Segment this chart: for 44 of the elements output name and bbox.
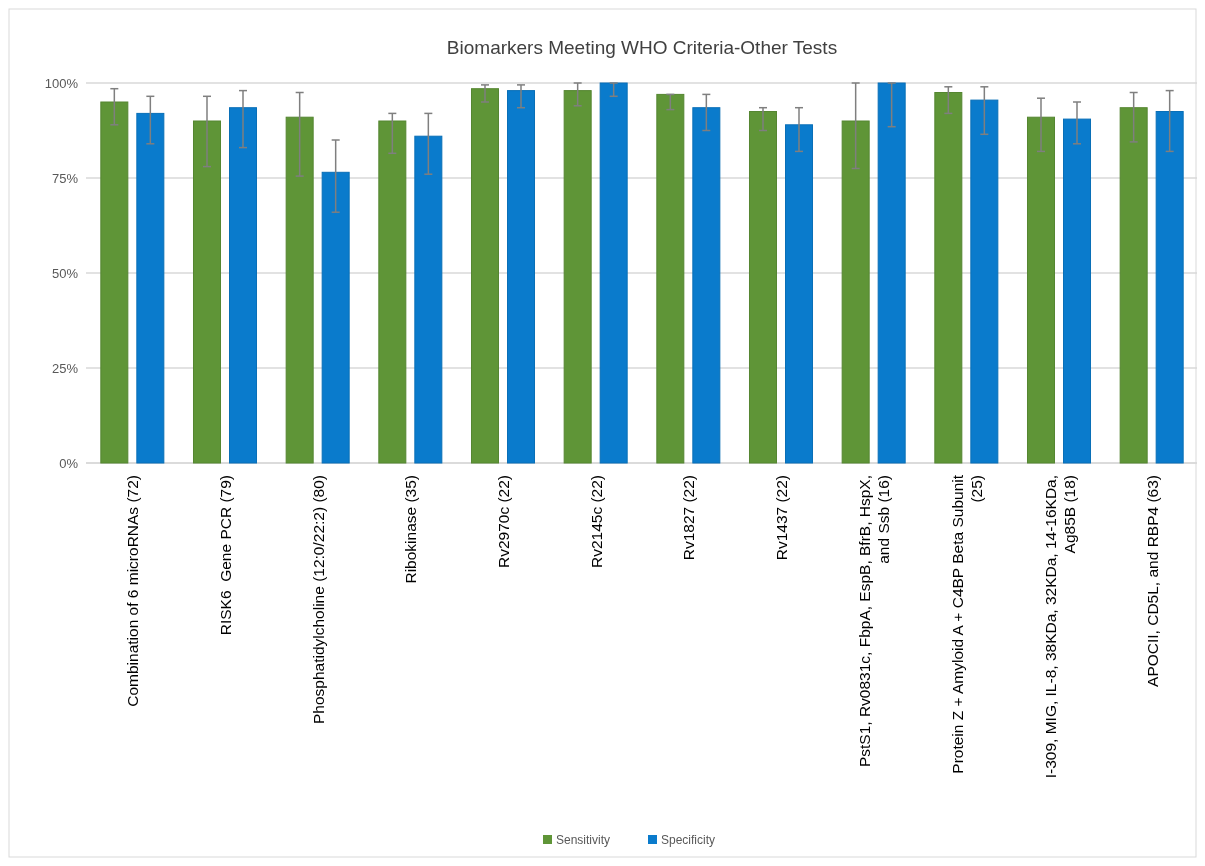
chart-title: Biomarkers Meeting WHO Criteria-Other Tests bbox=[446, 37, 838, 58]
x-tick-label: APOCII, CD5L, and RBP4 (63) bbox=[1143, 475, 1161, 687]
legend-label: Specificity bbox=[661, 833, 716, 847]
bar bbox=[599, 82, 628, 464]
bar bbox=[785, 124, 814, 464]
x-tick-label: PstS1, Rv0831c, FbpA, EspB, BfrB, HspX, and Ssb (16) bbox=[856, 475, 893, 768]
bar bbox=[229, 107, 258, 464]
bar bbox=[285, 116, 314, 464]
bar bbox=[1026, 116, 1055, 464]
y-tick-label: 100% bbox=[44, 75, 79, 91]
bar bbox=[841, 120, 870, 464]
bar bbox=[1063, 118, 1092, 464]
x-tick-label: Combination of 6 microRNAs (72) bbox=[124, 475, 142, 707]
y-tick-label: 50% bbox=[51, 265, 79, 281]
bar bbox=[507, 90, 536, 464]
bar bbox=[470, 88, 499, 464]
bar bbox=[1119, 107, 1148, 464]
bar bbox=[321, 171, 350, 464]
bar bbox=[136, 112, 165, 464]
y-tick-label: 25% bbox=[51, 360, 79, 376]
x-tick-label: Rv2145c (22) bbox=[587, 475, 605, 569]
bar bbox=[877, 82, 906, 464]
x-tick-label: Rv1827 (22) bbox=[680, 475, 698, 561]
x-tick-label: I-309, MIG, IL-8, 38KDa, 32KDa, 14-16KDa, Ag85B (18) bbox=[1041, 475, 1078, 779]
legend-label: Sensitivity bbox=[556, 833, 611, 847]
y-tick-label: 75% bbox=[51, 170, 79, 186]
bar bbox=[192, 120, 221, 464]
bar bbox=[1155, 111, 1184, 464]
bar bbox=[563, 90, 592, 464]
bar bbox=[692, 107, 721, 464]
bar bbox=[970, 99, 999, 464]
bar bbox=[934, 92, 963, 464]
bar bbox=[414, 135, 443, 464]
x-tick-label: Phosphatidylcholine (12:0/22:2) (80) bbox=[309, 475, 327, 725]
bar bbox=[100, 101, 129, 464]
y-tick-label: 0% bbox=[59, 455, 79, 471]
x-tick-label: Protein Z + Amyloid A + C4BP Beta Subunit (25) bbox=[948, 474, 985, 774]
bar bbox=[378, 120, 407, 464]
bar bbox=[748, 111, 777, 464]
x-tick-label: Rv2970c (22) bbox=[495, 475, 512, 569]
x-tick-label: RISK6 Gene PCR (79) bbox=[217, 475, 234, 636]
x-tick-label: Rv1437 (22) bbox=[773, 475, 790, 561]
x-tick-label: Ribokinase (35) bbox=[402, 475, 420, 584]
bar bbox=[656, 93, 685, 464]
